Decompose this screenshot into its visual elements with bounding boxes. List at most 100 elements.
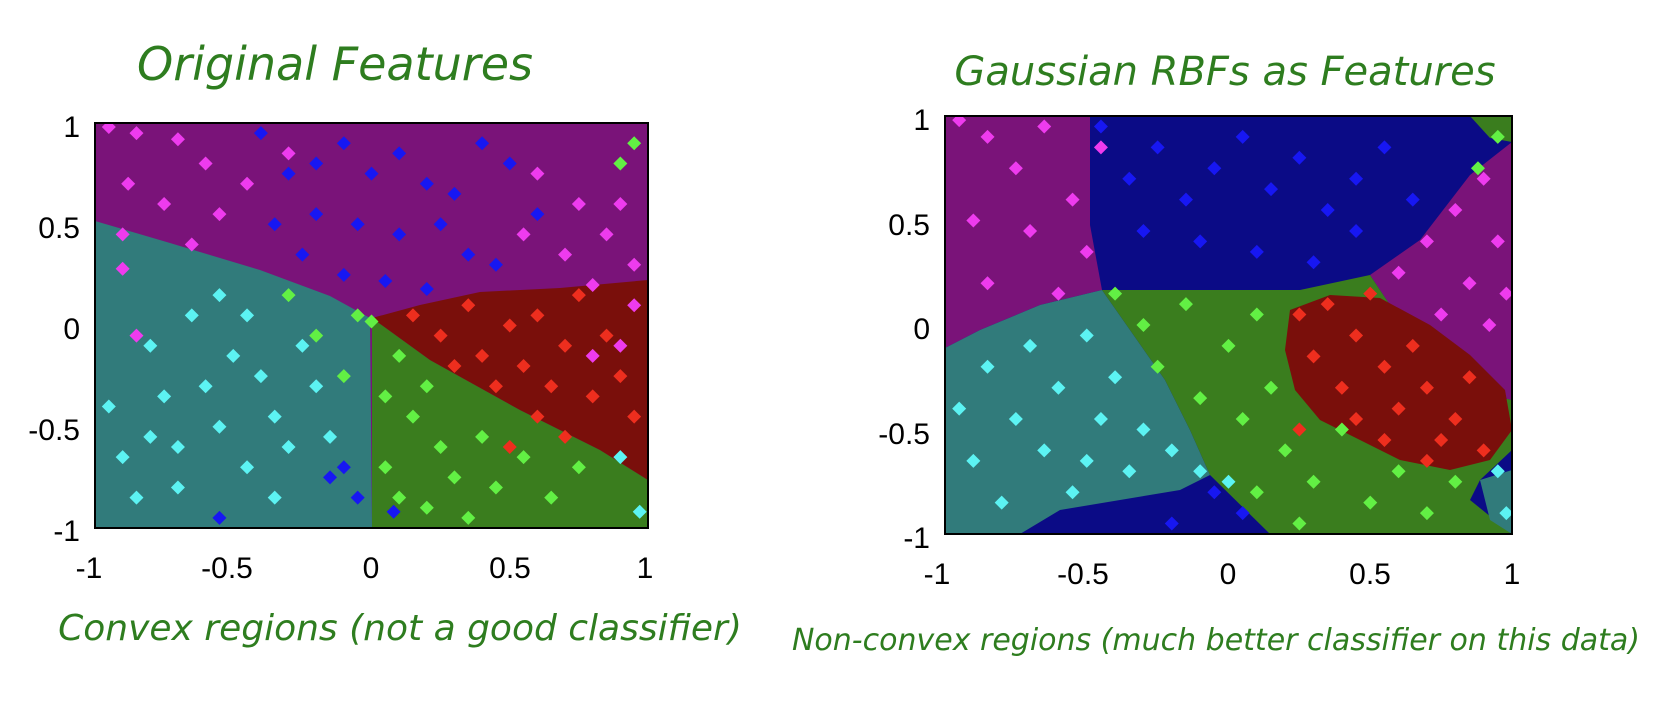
right-scatter-point — [1419, 234, 1434, 249]
right-scatter-point — [1178, 192, 1193, 207]
left-scatter-point — [281, 146, 296, 161]
right-scatter-point — [1434, 307, 1449, 322]
left-scatter-point — [295, 247, 310, 262]
left-scatter-point — [571, 460, 586, 475]
left-scatter-point — [253, 126, 268, 141]
right-scatter-point — [1448, 203, 1463, 218]
left-scatter-point — [613, 369, 628, 384]
left-scatter-point — [101, 399, 116, 414]
left-scatter-point — [599, 328, 614, 343]
left-xtick-label: 0 — [363, 552, 380, 585]
right-scatter-point — [1051, 380, 1066, 395]
right-scatter-point — [1470, 161, 1485, 176]
right-scatter-point — [1264, 380, 1279, 395]
right-scatter-point — [1448, 474, 1463, 489]
left-scatter-point — [627, 409, 642, 424]
left-scatter-point — [571, 197, 586, 211]
left-xtick-label: 0.5 — [489, 552, 531, 585]
right-scatter-point — [1391, 265, 1406, 280]
left-scatter-point — [599, 227, 614, 242]
right-scatter-point — [1008, 412, 1023, 427]
right-scatter-point — [1320, 297, 1335, 312]
left-scatter-point — [309, 156, 324, 171]
left-scatter-point — [433, 440, 448, 454]
left-scatter-point — [212, 510, 227, 525]
left-scatter-point — [226, 348, 241, 363]
left-scatter-point — [240, 176, 255, 191]
left-scatter-point — [364, 166, 379, 181]
left-scatter-point — [475, 136, 490, 151]
right-scatter-point — [1037, 119, 1052, 134]
left-scatter-point — [115, 227, 130, 242]
left-scatter-point — [212, 207, 227, 222]
right-scatter-point — [952, 401, 967, 416]
right-ytick-label: -1 — [903, 522, 930, 555]
right-xtick-label: 0.5 — [1349, 558, 1391, 591]
left-scatter-point — [281, 288, 296, 303]
left-scatter-point — [419, 500, 434, 515]
right-scatter-point — [1122, 171, 1137, 186]
left-scatter-point — [627, 257, 642, 272]
right-scatter-point — [1490, 129, 1505, 144]
right-xtick-label: 1 — [1504, 558, 1521, 591]
left-scatter-point — [433, 328, 448, 343]
right-scatter-point — [1482, 318, 1497, 332]
right-scatter-point — [1349, 328, 1364, 343]
right-scatter-point — [1079, 328, 1094, 343]
right-plot-frame — [944, 115, 1513, 535]
left-scatter-point — [530, 166, 545, 181]
right-scatter-point — [1448, 412, 1463, 427]
left-scatter-point — [129, 126, 144, 141]
right-scatter-point — [1051, 286, 1066, 301]
right-scatter-point — [1193, 234, 1208, 249]
right-scatter-point — [1207, 485, 1222, 500]
right-caption: Non-convex regions (much better classifi… — [792, 623, 1640, 658]
left-ytick-label: 0 — [63, 313, 80, 346]
right-scatter-point — [1178, 297, 1193, 312]
left-scatter-point — [405, 308, 420, 323]
right-scatter-point — [1292, 516, 1307, 531]
left-scatter-point — [475, 348, 490, 363]
left-scatter-point — [558, 429, 573, 444]
right-scatter-point — [1108, 286, 1123, 301]
left-scatter-point — [309, 207, 324, 222]
left-scatter-point — [530, 409, 545, 424]
right-scatter-point — [1334, 380, 1349, 395]
right-scatter-point — [1164, 443, 1179, 458]
left-scatter-point — [613, 450, 628, 465]
left-xtick-label: -0.5 — [201, 552, 253, 585]
right-scatter-point — [1419, 506, 1434, 521]
left-scatter-point — [281, 166, 296, 181]
right-scatter-point — [1221, 474, 1236, 489]
right-scatter-point — [1164, 516, 1179, 531]
left-scatter-point — [157, 389, 172, 404]
left-scatter-point — [143, 338, 158, 353]
left-scatter-point — [585, 348, 600, 363]
right-scatter-point — [1008, 161, 1023, 176]
left-scatter-point — [488, 480, 503, 495]
right-scatter-point — [1193, 464, 1208, 479]
left-scatter-point — [184, 308, 199, 323]
right-scatter-point — [1278, 443, 1293, 458]
right-scatter-point — [1349, 412, 1364, 427]
left-scatter-point — [530, 207, 545, 222]
right-scatter-point — [980, 359, 995, 374]
left-chart: Original Features 1 0.5 0 -0.5 -1 -1 — [28, 37, 742, 649]
left-xtick-label: -1 — [76, 552, 103, 585]
left-scatter-point — [267, 409, 282, 424]
left-regions — [95, 123, 648, 528]
right-region-purple-right — [1370, 142, 1512, 400]
right-scatter-point — [1334, 422, 1349, 437]
right-scatter-point — [1249, 244, 1264, 259]
right-xtick-label: 0 — [1220, 558, 1237, 591]
left-scatter-point — [558, 247, 573, 262]
left-scatter-point — [129, 490, 144, 505]
right-scatter-point — [1207, 161, 1222, 176]
right-scatter-point — [1023, 338, 1038, 353]
right-region-purple-left — [945, 116, 1102, 348]
right-scatter-point — [1462, 370, 1477, 385]
right-scatter-point — [1037, 443, 1052, 458]
right-ytick-label: 0 — [913, 313, 930, 346]
left-scatter-point — [115, 450, 130, 465]
left-y-ticks: 1 0.5 0 -0.5 -1 — [28, 111, 80, 548]
